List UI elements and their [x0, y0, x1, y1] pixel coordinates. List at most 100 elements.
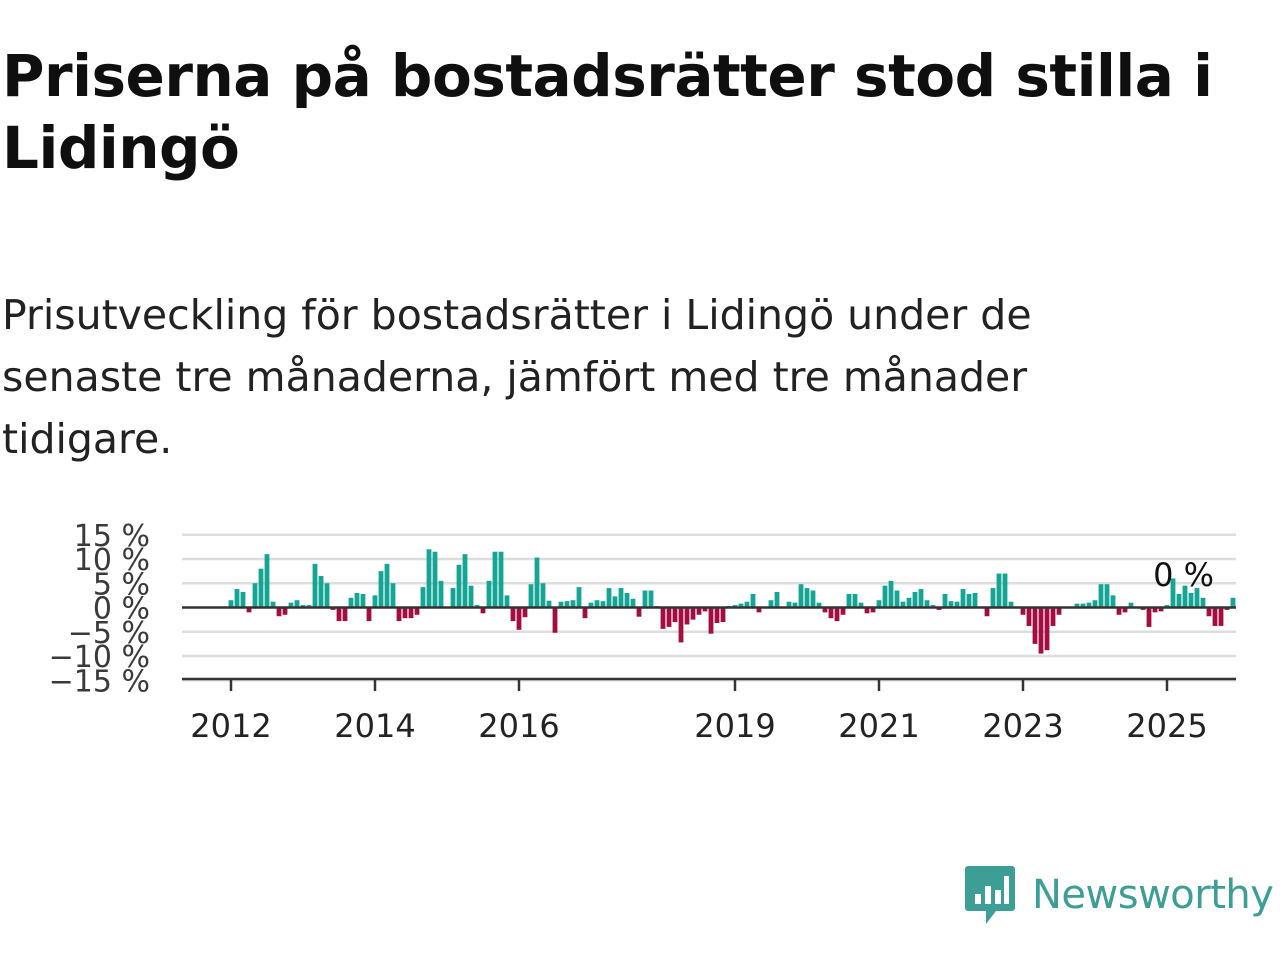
- bar: [336, 607, 342, 622]
- x-tick-label: 2014: [334, 707, 415, 745]
- bar: [1122, 607, 1128, 613]
- bar: [918, 589, 924, 608]
- bar: [612, 596, 618, 608]
- bar: [906, 597, 912, 608]
- bar: [318, 575, 324, 608]
- bar: [1152, 607, 1158, 613]
- bar: [288, 602, 294, 608]
- bar: [966, 593, 972, 608]
- bar: [882, 585, 888, 608]
- bar: [276, 607, 282, 617]
- bar: [228, 600, 234, 608]
- y-tick-label: 0 %: [93, 592, 150, 627]
- bar: [606, 588, 612, 608]
- bar: [714, 607, 720, 624]
- bar: [696, 607, 702, 615]
- y-tick-label: 10 %: [74, 543, 150, 578]
- bar: [240, 591, 246, 608]
- bar: [1074, 603, 1080, 608]
- bar: [684, 607, 690, 625]
- bar: [510, 607, 516, 622]
- bar: [1050, 607, 1056, 626]
- bar: [234, 589, 240, 608]
- bar: [258, 568, 264, 608]
- bars: [228, 549, 1236, 654]
- bar: [1218, 607, 1224, 626]
- bar: [1158, 607, 1164, 612]
- bar: [1182, 585, 1188, 608]
- bar: [528, 584, 534, 608]
- bar-chart: 15 %10 %5 %0 %−5 %−10 %−15 % 2012 2014 201…: [49, 519, 1236, 745]
- bar: [1170, 578, 1176, 608]
- y-tick-label: 5 %: [93, 567, 150, 602]
- bar: [900, 601, 906, 608]
- bar: [798, 584, 804, 608]
- x-tick-label: 2016: [478, 707, 559, 745]
- bar: [876, 600, 882, 608]
- bar: [618, 588, 624, 608]
- bar: [990, 588, 996, 608]
- bar: [744, 601, 750, 608]
- bar: [354, 592, 360, 608]
- bar: [264, 554, 270, 608]
- bar: [1104, 584, 1110, 608]
- bar: [1200, 597, 1206, 608]
- bar: [480, 607, 486, 614]
- bar: [1056, 607, 1062, 615]
- bar: [996, 573, 1002, 608]
- bar: [1044, 607, 1050, 651]
- bar: [1206, 607, 1212, 617]
- bar: [486, 580, 492, 608]
- bar: [678, 607, 684, 643]
- y-tick-label: −15 %: [49, 664, 150, 699]
- bar: [402, 607, 408, 619]
- bar: [534, 557, 540, 608]
- x-tick-label: 2021: [838, 707, 919, 745]
- bar: [960, 589, 966, 608]
- bar: [384, 563, 390, 608]
- bar: [582, 607, 588, 619]
- bar: [1098, 584, 1104, 608]
- bar: [1212, 607, 1218, 626]
- bar: [366, 607, 372, 622]
- bar: [708, 607, 714, 634]
- y-tick-label: −5 %: [68, 616, 150, 651]
- bar: [312, 563, 318, 608]
- bar: [924, 600, 930, 608]
- bar: [408, 607, 414, 619]
- y-tick-label: 15 %: [74, 519, 150, 554]
- bar: [282, 607, 288, 615]
- bar: [252, 583, 258, 608]
- bar: [912, 591, 918, 608]
- bar: [852, 593, 858, 608]
- bar: [840, 607, 846, 615]
- bar: [984, 607, 990, 617]
- latest-value-label: 0 %: [1153, 556, 1214, 594]
- bar: [1194, 588, 1200, 608]
- bar: [870, 607, 876, 613]
- bar: [540, 583, 546, 608]
- bar: [774, 591, 780, 608]
- bar: [1128, 602, 1134, 608]
- bar: [546, 600, 552, 608]
- bar: [1176, 593, 1182, 608]
- bar: [1188, 592, 1194, 608]
- bar: [588, 602, 594, 608]
- bar: [660, 607, 666, 629]
- bar: [816, 602, 822, 608]
- bar: [558, 601, 564, 608]
- y-axis-ticks: 15 %10 %5 %0 %−5 %−10 %−15 %: [49, 519, 150, 700]
- bar: [456, 564, 462, 608]
- bar: [1116, 607, 1122, 615]
- newsworthy-logo-icon: [965, 866, 1015, 924]
- bar: [516, 607, 522, 630]
- x-axis-ticks: 2012 2014 2016 2019 2021 2023 2025: [190, 679, 1208, 745]
- bar: [792, 602, 798, 608]
- bar: [846, 593, 852, 608]
- bar: [462, 554, 468, 608]
- bar: [294, 600, 300, 608]
- bar: [594, 600, 600, 608]
- bar: [630, 598, 636, 608]
- bar: [522, 607, 528, 618]
- y-tick-label: −10 %: [49, 640, 150, 675]
